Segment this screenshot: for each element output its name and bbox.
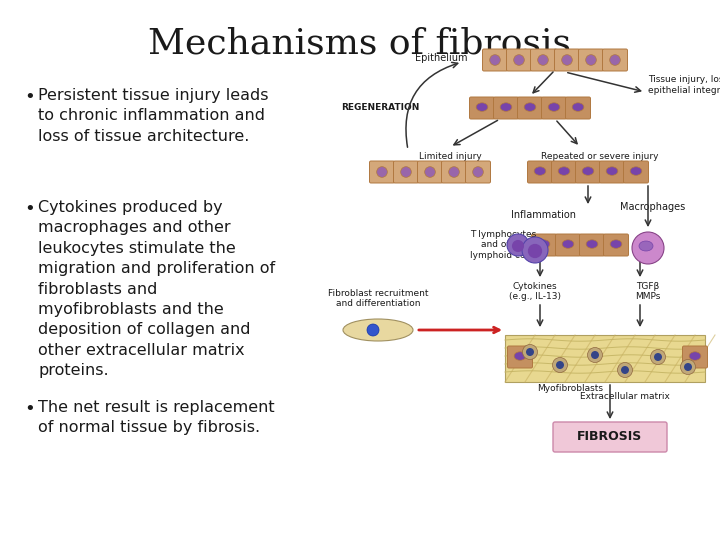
Circle shape [449,167,459,177]
FancyBboxPatch shape [683,346,708,368]
FancyBboxPatch shape [466,161,490,183]
Circle shape [632,232,664,264]
Text: Mechanisms of fibrosis: Mechanisms of fibrosis [148,27,572,61]
Text: REGENERATION: REGENERATION [341,104,420,112]
Circle shape [654,353,662,361]
Ellipse shape [538,240,550,248]
FancyBboxPatch shape [552,161,577,183]
Circle shape [377,167,387,177]
FancyBboxPatch shape [418,161,443,183]
Ellipse shape [606,167,618,176]
Ellipse shape [586,240,598,248]
Text: T lymphocytes
and other
lymphoid cells: T lymphocytes and other lymphoid cells [470,230,536,260]
FancyBboxPatch shape [603,234,629,256]
Text: Epithelium: Epithelium [415,53,467,63]
Ellipse shape [630,167,642,176]
FancyBboxPatch shape [624,161,649,183]
Text: Limited injury: Limited injury [418,152,482,161]
Text: The net result is replacement
of normal tissue by fibrosis.: The net result is replacement of normal … [38,400,274,435]
Circle shape [367,324,379,336]
FancyBboxPatch shape [553,422,667,452]
FancyBboxPatch shape [531,49,556,71]
Circle shape [425,167,436,177]
Ellipse shape [524,103,536,111]
Text: Inflammation: Inflammation [510,210,575,220]
FancyBboxPatch shape [508,346,533,368]
Circle shape [610,55,621,65]
Circle shape [591,351,599,359]
Circle shape [650,349,665,364]
Circle shape [526,348,534,356]
Circle shape [562,55,572,65]
FancyBboxPatch shape [469,97,495,119]
Circle shape [684,363,692,371]
Ellipse shape [562,240,574,248]
Circle shape [507,234,529,256]
Ellipse shape [558,167,570,176]
Circle shape [513,55,524,65]
Circle shape [585,55,596,65]
Ellipse shape [476,103,488,111]
Circle shape [588,348,603,362]
Ellipse shape [534,167,546,176]
Ellipse shape [548,103,560,111]
FancyBboxPatch shape [394,161,418,183]
FancyBboxPatch shape [556,234,580,256]
FancyBboxPatch shape [575,161,600,183]
Text: Tissue injury, loss of
epithelial integrity: Tissue injury, loss of epithelial integr… [648,75,720,94]
Ellipse shape [689,352,701,360]
Text: TGFβ
MMPs: TGFβ MMPs [635,282,661,301]
Circle shape [400,167,411,177]
Circle shape [680,360,696,375]
Text: FIBROSIS: FIBROSIS [577,430,643,443]
Circle shape [473,167,483,177]
Text: Cytokines produced by
macrophages and other
leukocytes stimulate the
migration a: Cytokines produced by macrophages and ot… [38,200,275,378]
FancyBboxPatch shape [518,97,542,119]
Circle shape [522,237,548,263]
Ellipse shape [500,103,512,111]
FancyBboxPatch shape [369,161,395,183]
FancyBboxPatch shape [531,234,557,256]
FancyBboxPatch shape [600,161,624,183]
Ellipse shape [572,103,584,111]
Circle shape [538,55,549,65]
FancyBboxPatch shape [541,97,567,119]
Ellipse shape [514,352,526,360]
Circle shape [512,240,524,252]
Ellipse shape [610,240,622,248]
Circle shape [552,357,567,373]
FancyBboxPatch shape [441,161,467,183]
Text: •: • [24,400,35,418]
Text: Repeated or severe injury: Repeated or severe injury [541,152,659,161]
Text: •: • [24,88,35,106]
Ellipse shape [582,167,594,176]
Circle shape [556,361,564,369]
FancyBboxPatch shape [482,49,508,71]
Text: Fibroblast recruitment
and differentiation: Fibroblast recruitment and differentiati… [328,288,428,308]
FancyBboxPatch shape [603,49,628,71]
Circle shape [618,362,632,377]
FancyBboxPatch shape [565,97,590,119]
Text: Myofibroblasts: Myofibroblasts [537,384,603,393]
Circle shape [523,345,538,360]
FancyBboxPatch shape [580,234,605,256]
Text: Extracellular matrix: Extracellular matrix [580,392,670,401]
Ellipse shape [639,241,653,251]
FancyBboxPatch shape [493,97,518,119]
Circle shape [621,366,629,374]
Text: Macrophages: Macrophages [621,202,685,212]
Circle shape [490,55,500,65]
Text: Persistent tissue injury leads
to chronic inflammation and
loss of tissue archit: Persistent tissue injury leads to chroni… [38,88,269,144]
FancyBboxPatch shape [528,161,552,183]
FancyBboxPatch shape [505,335,705,382]
Ellipse shape [343,319,413,341]
Text: •: • [24,200,35,218]
FancyBboxPatch shape [554,49,580,71]
Text: Cytokines
(e.g., IL-13): Cytokines (e.g., IL-13) [509,282,561,301]
FancyBboxPatch shape [506,49,531,71]
Circle shape [528,244,542,258]
FancyBboxPatch shape [578,49,603,71]
